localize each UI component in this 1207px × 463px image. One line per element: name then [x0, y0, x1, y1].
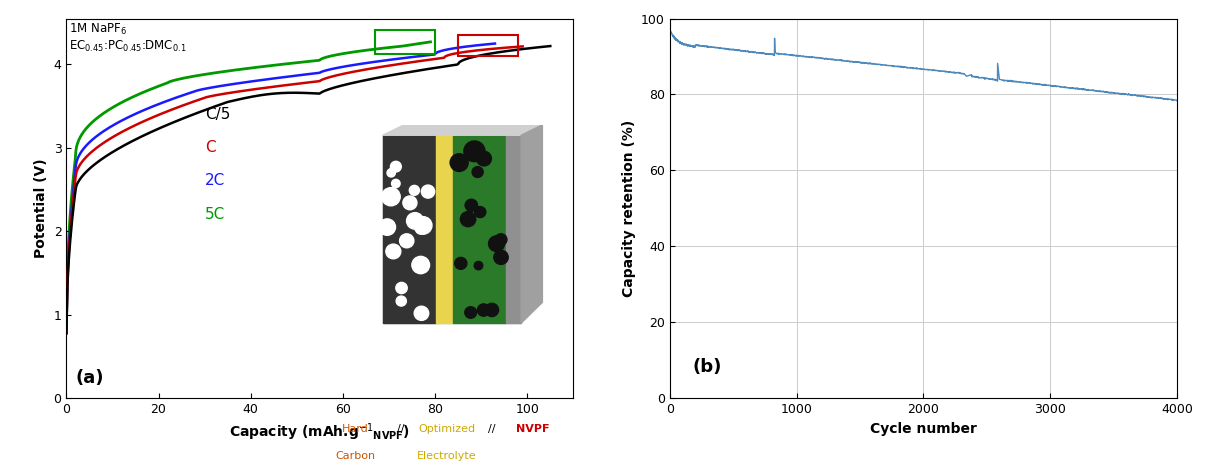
Text: Electrolyte: Electrolyte	[416, 451, 477, 461]
Text: (a): (a)	[76, 369, 104, 387]
Text: (b): (b)	[693, 357, 722, 375]
Bar	[459, 35, 518, 56]
Text: EC$_{0.45}$:PC$_{0.45}$:DMC$_{0.1}$: EC$_{0.45}$:PC$_{0.45}$:DMC$_{0.1}$	[69, 38, 186, 54]
Text: 2C: 2C	[205, 174, 225, 188]
Text: Carbon: Carbon	[336, 451, 375, 461]
Text: 1M NaPF$_6$: 1M NaPF$_6$	[69, 22, 127, 37]
Text: //: //	[397, 425, 404, 434]
Bar	[375, 30, 435, 54]
Text: C/5: C/5	[205, 106, 231, 122]
Y-axis label: Potential (V): Potential (V)	[34, 158, 48, 258]
Text: //: //	[489, 425, 496, 434]
Text: Optimized: Optimized	[418, 425, 476, 434]
Text: NVPF: NVPF	[517, 425, 549, 434]
Text: C: C	[205, 140, 215, 155]
Text: Hard: Hard	[342, 425, 368, 434]
Text: 5C: 5C	[205, 207, 225, 222]
Y-axis label: Capacity retention (%): Capacity retention (%)	[622, 120, 636, 297]
X-axis label: Capacity (mAh.g$^{-1}$$_{\mathregular{NVPF}}$): Capacity (mAh.g$^{-1}$$_{\mathregular{NV…	[229, 422, 410, 443]
X-axis label: Cycle number: Cycle number	[870, 422, 976, 436]
